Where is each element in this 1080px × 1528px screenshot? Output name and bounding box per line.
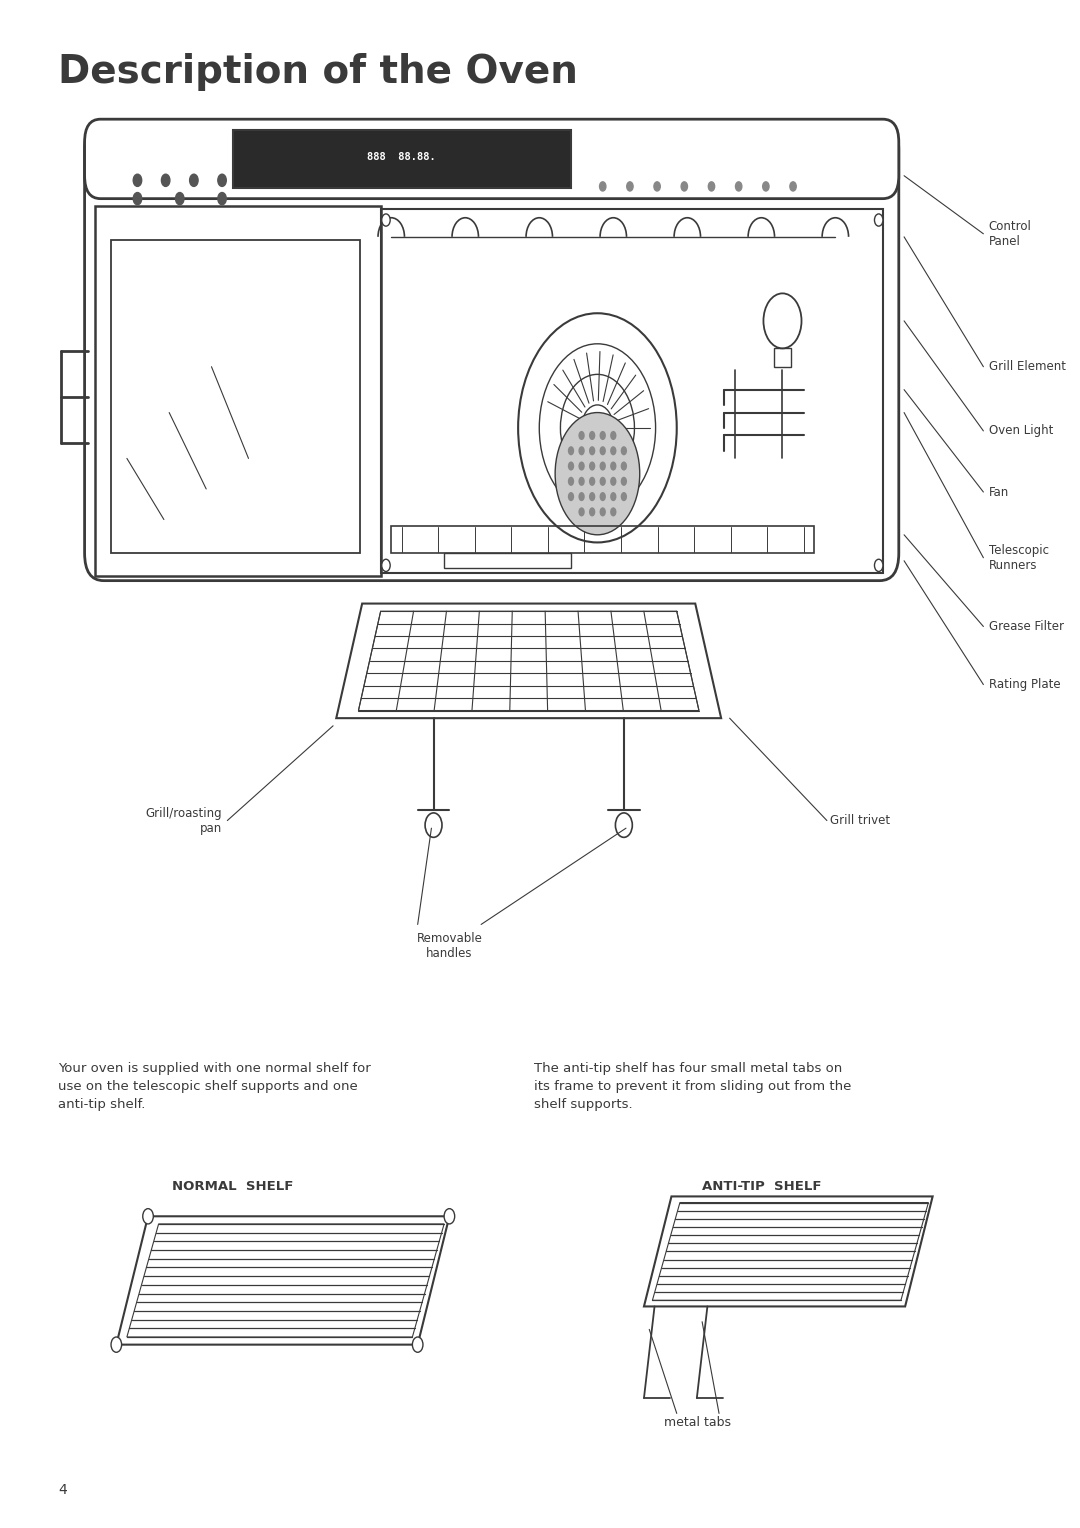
- Circle shape: [621, 461, 627, 471]
- Bar: [95, 206, 380, 576]
- Circle shape: [589, 492, 595, 501]
- Circle shape: [589, 431, 595, 440]
- Circle shape: [789, 182, 796, 191]
- Circle shape: [599, 431, 606, 440]
- Circle shape: [681, 182, 688, 191]
- Circle shape: [579, 446, 584, 455]
- Circle shape: [599, 446, 606, 455]
- Circle shape: [143, 1209, 153, 1224]
- Circle shape: [413, 1337, 423, 1352]
- Circle shape: [589, 446, 595, 455]
- Circle shape: [579, 461, 584, 471]
- Circle shape: [568, 477, 575, 486]
- Circle shape: [599, 507, 606, 516]
- Bar: [380, 209, 883, 573]
- Circle shape: [568, 446, 575, 455]
- Circle shape: [568, 461, 575, 471]
- Circle shape: [610, 507, 617, 516]
- Circle shape: [653, 182, 660, 191]
- Bar: [444, 553, 571, 568]
- Circle shape: [589, 507, 595, 516]
- Circle shape: [621, 477, 627, 486]
- Circle shape: [735, 182, 742, 191]
- Circle shape: [610, 492, 617, 501]
- Text: Telescopic
Runners: Telescopic Runners: [988, 544, 1049, 571]
- Circle shape: [190, 174, 198, 186]
- Circle shape: [579, 477, 584, 486]
- Text: 888  88.88.: 888 88.88.: [367, 153, 436, 162]
- Text: Rating Plate: Rating Plate: [988, 678, 1061, 691]
- Circle shape: [579, 507, 584, 516]
- Text: NORMAL  SHELF: NORMAL SHELF: [172, 1180, 294, 1193]
- Circle shape: [381, 214, 390, 226]
- Circle shape: [579, 492, 584, 501]
- Text: Removable
handles: Removable handles: [417, 932, 483, 960]
- Text: Grill Element: Grill Element: [988, 361, 1066, 373]
- Bar: [391, 526, 814, 553]
- Text: metal tabs: metal tabs: [664, 1416, 731, 1430]
- Circle shape: [133, 193, 141, 205]
- Circle shape: [610, 461, 617, 471]
- Circle shape: [579, 431, 584, 440]
- Circle shape: [708, 182, 715, 191]
- Circle shape: [381, 559, 390, 571]
- Circle shape: [610, 446, 617, 455]
- Circle shape: [176, 193, 184, 205]
- Text: Description of the Oven: Description of the Oven: [58, 53, 578, 92]
- Circle shape: [218, 174, 227, 186]
- Circle shape: [599, 492, 606, 501]
- Circle shape: [568, 492, 575, 501]
- Text: 4: 4: [58, 1484, 67, 1497]
- Text: Fan: Fan: [988, 486, 1009, 498]
- Circle shape: [610, 431, 617, 440]
- Circle shape: [762, 182, 769, 191]
- Circle shape: [599, 477, 606, 486]
- FancyBboxPatch shape: [84, 122, 899, 581]
- FancyBboxPatch shape: [84, 119, 899, 199]
- Text: Your oven is supplied with one normal shelf for
use on the telescopic shelf supp: Your oven is supplied with one normal sh…: [58, 1062, 370, 1111]
- Circle shape: [626, 182, 633, 191]
- Circle shape: [589, 461, 595, 471]
- Text: Grill trivet: Grill trivet: [831, 814, 890, 827]
- Bar: [232, 130, 571, 188]
- Bar: [774, 348, 791, 367]
- Circle shape: [218, 193, 227, 205]
- Text: Grease Filter: Grease Filter: [988, 620, 1064, 633]
- Circle shape: [599, 182, 606, 191]
- Circle shape: [875, 559, 883, 571]
- Text: Control
Panel: Control Panel: [988, 220, 1031, 248]
- Text: ANTI-TIP  SHELF: ANTI-TIP SHELF: [702, 1180, 821, 1193]
- Circle shape: [621, 446, 627, 455]
- Text: Grill/roasting
pan: Grill/roasting pan: [146, 807, 222, 834]
- Text: The anti-tip shelf has four small metal tabs on
its frame to prevent it from sli: The anti-tip shelf has four small metal …: [534, 1062, 851, 1111]
- Circle shape: [161, 174, 170, 186]
- Circle shape: [599, 461, 606, 471]
- Circle shape: [133, 174, 141, 186]
- Circle shape: [875, 214, 883, 226]
- Circle shape: [621, 492, 627, 501]
- Circle shape: [589, 477, 595, 486]
- Circle shape: [610, 477, 617, 486]
- Circle shape: [111, 1337, 122, 1352]
- Circle shape: [444, 1209, 455, 1224]
- Text: Oven Light: Oven Light: [988, 425, 1053, 437]
- Circle shape: [555, 413, 639, 535]
- Bar: [111, 240, 360, 553]
